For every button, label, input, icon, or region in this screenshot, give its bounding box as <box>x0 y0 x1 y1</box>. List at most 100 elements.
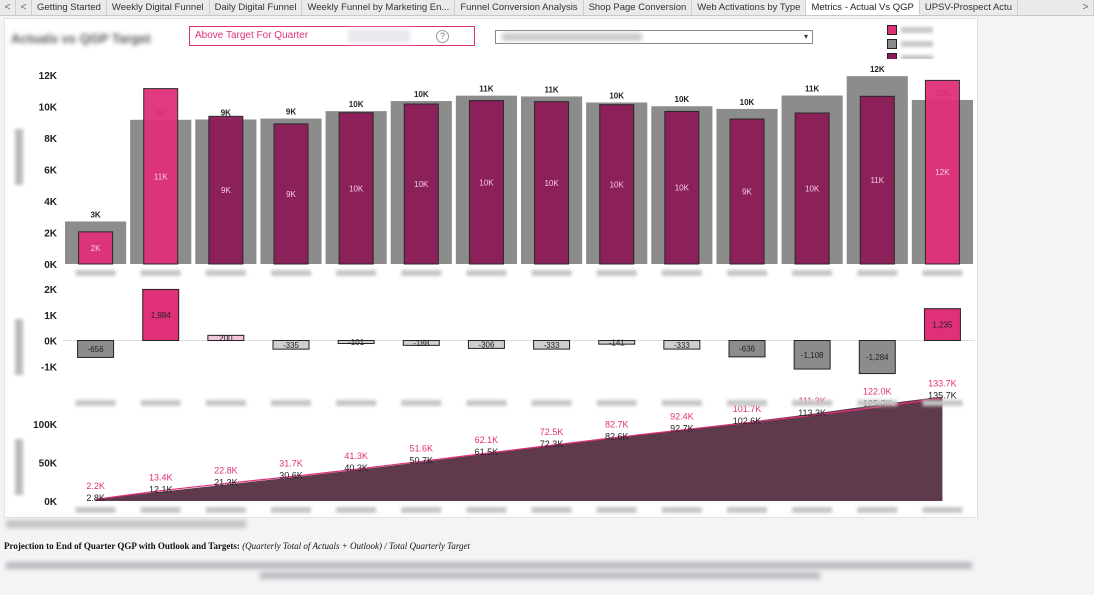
actual-bar <box>143 88 179 265</box>
cumulative-actual-line <box>95 397 943 500</box>
actual-bar <box>729 118 765 265</box>
x-tick-label <box>75 400 116 406</box>
cumulative-actual-label: 22.8K <box>214 465 238 475</box>
actual-bar <box>403 103 439 265</box>
cumulative-target-label: 12.1K <box>149 485 173 495</box>
actual-bar <box>924 79 960 265</box>
x-tick-label <box>531 400 572 406</box>
cumulative-actual-label: 41.3K <box>344 451 368 461</box>
x-tick-label <box>336 400 377 406</box>
target-label: 10K <box>609 91 624 100</box>
x-tick-label <box>596 507 637 513</box>
legend-item-target[interactable] <box>887 37 967 51</box>
target-label: 9K <box>286 108 296 117</box>
actual-bar <box>859 95 895 265</box>
variance-label: -1,284 <box>866 353 889 362</box>
variance-bar <box>142 288 180 342</box>
tabs-strip: Getting Started Weekly Digital Funnel Dail… <box>32 0 1078 15</box>
tab-5[interactable]: Shop Page Conversion <box>584 0 693 15</box>
actual-label: 10K <box>414 180 429 189</box>
target-status-filter[interactable]: Above Target For Quarter ? <box>189 26 475 46</box>
dropdown-value <box>502 33 642 41</box>
x-tick-label <box>857 400 898 406</box>
x-tick-label <box>140 270 181 276</box>
variance-label: 1,984 <box>151 311 172 320</box>
variance-label: -333 <box>544 341 561 350</box>
actual-bar <box>273 123 309 265</box>
y-tick-label: -1K <box>41 362 58 373</box>
y-tick-label: 50K <box>39 459 58 470</box>
x-tick-label <box>205 270 246 276</box>
tab-6[interactable]: Web Activations by Type <box>692 0 807 15</box>
cumulative-target-label: 21.3K <box>214 477 238 487</box>
scroll-prev-button[interactable]: < <box>16 0 32 15</box>
tab-3[interactable]: Weekly Funnel by Marketing En... <box>302 0 456 15</box>
x-tick-label <box>401 400 442 406</box>
footer-bold: Projection to End of Quarter QGP with Ou… <box>4 541 240 551</box>
cumulative-target-label: 72.3K <box>540 439 564 449</box>
x-tick-label <box>922 270 963 276</box>
legend-item-above[interactable] <box>887 23 967 37</box>
x-tick-label <box>922 400 963 406</box>
variance-label: 200 <box>219 334 233 343</box>
y-tick-label: 100K <box>33 420 58 431</box>
tab-1[interactable]: Weekly Digital Funnel <box>107 0 210 15</box>
tab-8[interactable]: UPSV-Prospect Actu <box>920 0 1018 15</box>
actual-label: 10K <box>805 185 820 194</box>
tab-bar: < < Getting Started Weekly Digital Funnel… <box>0 0 1094 16</box>
y-axis-title <box>15 439 23 495</box>
x-tick-label <box>205 400 246 406</box>
help-icon[interactable]: ? <box>436 30 449 43</box>
variance-bar <box>793 340 831 370</box>
x-tick-label <box>661 270 702 276</box>
y-axis-title <box>15 319 23 375</box>
cumulative-actual-label: 62.1K <box>475 435 499 445</box>
target-label: 11K <box>479 85 493 94</box>
y-axis-title <box>15 129 23 185</box>
actual-label: 9K <box>286 190 296 199</box>
cumulative-target-area <box>95 396 943 501</box>
actual-label: 10K <box>544 179 559 188</box>
cumulative-actual-label: 122.0K <box>863 387 892 397</box>
variance-bar <box>923 308 961 342</box>
actual-bar <box>78 231 114 265</box>
actual-bar <box>338 112 374 265</box>
variance-label: -1,108 <box>801 351 824 360</box>
variance-bar <box>663 340 701 350</box>
x-tick-label <box>857 270 898 276</box>
actual-bar <box>534 101 570 265</box>
tab-4[interactable]: Funnel Conversion Analysis <box>455 0 584 15</box>
tab-2[interactable]: Daily Digital Funnel <box>210 0 303 15</box>
cumulative-actual-label: 51.6K <box>410 443 434 453</box>
y-tick-label: 1K <box>44 311 58 322</box>
target-label: 12K <box>870 65 885 74</box>
metric-dropdown[interactable]: ▾ <box>495 30 813 44</box>
scroll-first-button[interactable]: < <box>0 0 16 15</box>
legend-swatch-target <box>887 39 897 49</box>
variance-bar <box>272 340 310 350</box>
cumulative-target-label: 30.6K <box>279 471 303 481</box>
legend-swatch-above <box>887 25 897 35</box>
target-label: 10K <box>349 100 364 109</box>
x-tick-label <box>140 400 181 406</box>
x-tick-label <box>727 507 767 513</box>
variance-bar <box>533 340 571 350</box>
actual-bar <box>208 115 244 265</box>
y-tick-label: 0K <box>44 337 58 348</box>
scroll-next-button[interactable]: > <box>1078 0 1094 15</box>
x-tick-label <box>271 270 311 276</box>
description-text <box>6 562 972 569</box>
actual-bar <box>599 104 635 265</box>
y-tick-label: 2K <box>44 285 58 296</box>
variance-bar <box>598 340 636 345</box>
target-label: 10K <box>740 98 755 107</box>
tab-7[interactable]: Metrics - Actual Vs QGP <box>806 0 920 15</box>
x-tick-label <box>140 507 181 513</box>
x-tick-label <box>466 507 507 513</box>
tab-0[interactable]: Getting Started <box>32 0 107 15</box>
x-tick-label <box>401 270 442 276</box>
filter-chip <box>348 29 410 43</box>
cumulative-actual-label: 72.5K <box>540 427 564 437</box>
variance-label: -335 <box>283 341 300 350</box>
x-tick-label <box>596 400 637 406</box>
